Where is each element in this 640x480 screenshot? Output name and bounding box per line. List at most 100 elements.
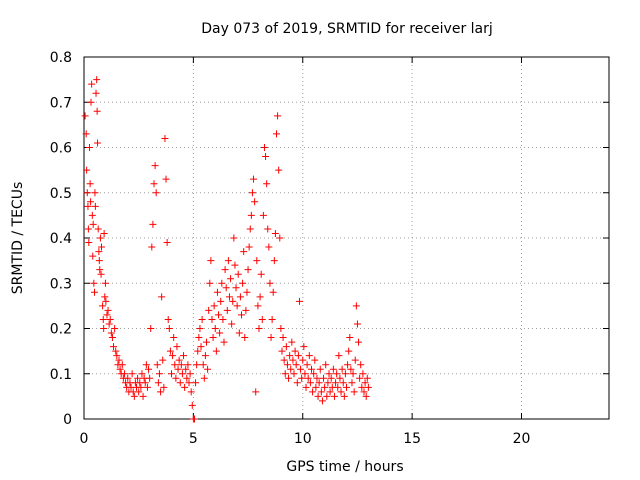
- data-point: [364, 383, 372, 391]
- data-point: [233, 302, 241, 310]
- data-point: [100, 325, 108, 332]
- data-point: [266, 279, 274, 287]
- data-point: [216, 329, 224, 337]
- data-point: [96, 234, 104, 242]
- data-point: [329, 365, 337, 373]
- data-point: [348, 379, 356, 387]
- data-point: [337, 388, 345, 396]
- data-point: [299, 356, 307, 364]
- data-point: [194, 347, 202, 355]
- data-point: [357, 361, 365, 369]
- data-point: [83, 189, 91, 197]
- x-tick-label: 20: [513, 431, 531, 447]
- data-point: [325, 370, 333, 378]
- data-point: [323, 392, 331, 400]
- data-point: [111, 325, 119, 332]
- data-point: [100, 229, 108, 237]
- data-point: [286, 352, 294, 360]
- data-point: [353, 320, 361, 328]
- data-point: [253, 257, 261, 265]
- data-point: [280, 356, 288, 364]
- data-point: [143, 383, 151, 391]
- data-point: [232, 284, 240, 292]
- y-tick-label: 0.5: [50, 186, 72, 202]
- data-point: [282, 343, 290, 351]
- data-point: [113, 352, 121, 360]
- data-point: [300, 343, 308, 351]
- data-point: [252, 388, 260, 396]
- data-point: [247, 211, 255, 219]
- data-point: [95, 248, 103, 256]
- data-point: [198, 315, 206, 323]
- data-point: [278, 347, 286, 355]
- x-axis-label: GPS time / hours: [286, 459, 403, 475]
- data-point: [201, 352, 209, 360]
- data-point: [154, 379, 162, 387]
- data-point: [361, 379, 369, 387]
- data-point: [294, 352, 302, 360]
- data-point: [106, 315, 114, 323]
- data-point: [340, 392, 348, 400]
- data-point: [229, 297, 237, 305]
- data-point: [250, 175, 258, 183]
- data-point: [85, 144, 93, 151]
- data-point: [256, 293, 264, 301]
- data-point: [153, 361, 161, 369]
- data-point: [355, 338, 363, 346]
- data-point: [142, 361, 150, 369]
- data-point: [103, 311, 111, 319]
- data-point: [94, 139, 102, 147]
- data-point: [244, 266, 252, 274]
- data-point: [341, 370, 349, 378]
- data-point: [270, 257, 278, 265]
- data-point: [258, 315, 266, 323]
- data-point: [305, 352, 313, 360]
- data-point: [245, 243, 253, 251]
- data-point: [141, 379, 149, 387]
- data-point: [139, 392, 147, 400]
- data-point: [240, 248, 248, 256]
- data-point: [289, 356, 297, 364]
- data-point: [102, 297, 110, 305]
- data-point: [304, 374, 312, 382]
- data-point: [308, 365, 315, 373]
- data-point: [101, 279, 109, 287]
- data-point: [275, 166, 283, 174]
- y-tick-label: 0.4: [50, 231, 72, 247]
- data-point: [92, 89, 100, 97]
- data-point: [108, 334, 116, 342]
- data-point: [204, 365, 212, 373]
- data-point: [351, 356, 359, 364]
- data-point: [291, 347, 299, 355]
- data-point: [161, 134, 169, 142]
- data-point: [199, 361, 207, 369]
- data-point: [162, 175, 170, 183]
- data-point: [93, 76, 101, 84]
- data-point: [107, 329, 115, 337]
- data-point: [164, 315, 172, 323]
- data-point: [134, 374, 142, 382]
- data-point: [170, 334, 178, 342]
- data-point: [104, 306, 112, 314]
- data-point: [225, 293, 233, 301]
- data-point: [101, 293, 109, 301]
- data-point: [93, 107, 101, 115]
- data-point: [279, 334, 287, 342]
- x-tick-label: 5: [189, 431, 198, 447]
- data-point: [84, 225, 92, 233]
- data-point: [227, 275, 235, 283]
- data-point: [213, 288, 221, 296]
- data-point: [269, 288, 277, 296]
- data-point: [135, 388, 143, 396]
- x-tick-label: 10: [294, 431, 312, 447]
- data-point: [267, 334, 275, 342]
- data-point: [220, 338, 228, 346]
- data-point: [210, 302, 218, 310]
- data-point: [257, 270, 265, 278]
- data-point: [149, 220, 157, 228]
- data-point: [224, 257, 232, 265]
- data-point: [281, 370, 289, 378]
- chart-title: Day 073 of 2019, SRMTID for receiver lar…: [201, 21, 493, 37]
- data-point: [174, 365, 182, 373]
